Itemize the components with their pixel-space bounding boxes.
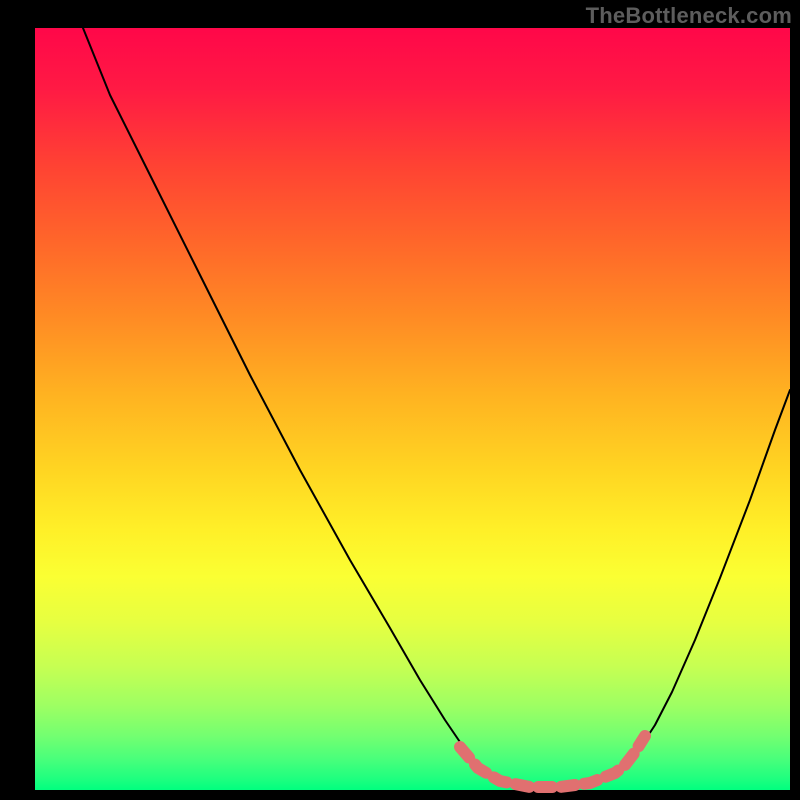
chart-container: TheBottleneck.com [0, 0, 800, 800]
gradient-chart [0, 0, 800, 800]
plot-area [35, 28, 790, 790]
watermark-text: TheBottleneck.com [586, 3, 792, 29]
